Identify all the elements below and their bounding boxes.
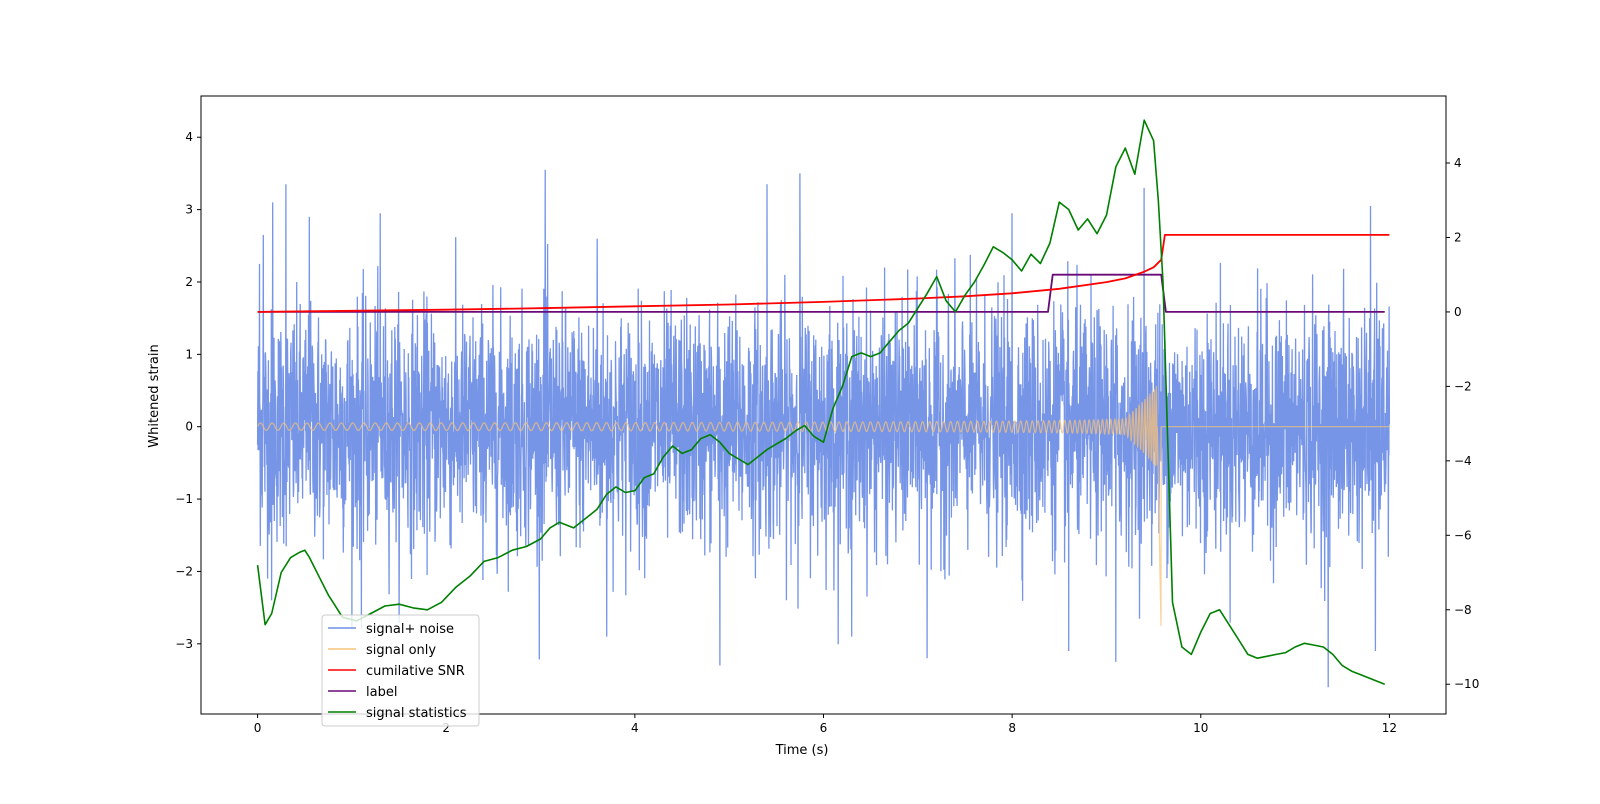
legend-box (321, 614, 480, 727)
y-tick-label: 0 (185, 420, 193, 434)
legend-entry: signal only (366, 643, 436, 658)
x-tick-label: 8 (1008, 721, 1016, 735)
series-signal-statistics-line (256, 119, 1385, 685)
y-tick-label: −3 (175, 637, 193, 651)
series-cumilative-snr-line (257, 234, 1390, 313)
y-right-tick-label: 4 (1454, 156, 1462, 170)
x-tick-label: 10 (1193, 721, 1208, 735)
x-tick-label: 2 (442, 721, 450, 735)
plot-area (256, 119, 1391, 688)
x-tick-label: 12 (1382, 721, 1397, 735)
legend: signal+ noise signal only cumilative SNR la… (321, 614, 480, 727)
y-tick-label: 1 (185, 347, 193, 361)
y-right-tick-label: −8 (1454, 603, 1472, 617)
legend-entry: label (366, 685, 397, 700)
x-tick-label: 0 (254, 721, 262, 735)
legend-entry: cumilative SNR (366, 664, 465, 679)
x-tick-label: 6 (820, 721, 828, 735)
y-right-tick-label: −4 (1454, 454, 1472, 468)
y-right-tick-label: 0 (1454, 305, 1462, 319)
y-tick-label: 3 (185, 203, 193, 217)
y-right-tick-label: −6 (1454, 528, 1472, 542)
x-tick-label: 4 (631, 721, 639, 735)
y-axis-label: Whitened strain (147, 344, 162, 447)
y-right-tick-label: −10 (1454, 677, 1479, 691)
y-tick-label: −1 (175, 492, 193, 506)
series-signal-only-line (257, 385, 1390, 627)
y-right-tick-label: 2 (1454, 230, 1462, 244)
legend-entry: signal statistics (366, 706, 467, 721)
y-right-tick-label: −2 (1454, 379, 1472, 393)
x-axis-label: Time (s) (775, 743, 829, 758)
y-tick-label: 2 (185, 275, 193, 289)
legend-entry: signal+ noise (366, 622, 454, 637)
y-tick-label: −2 (175, 564, 193, 578)
series-signal-noise-line (256, 169, 1391, 688)
y-tick-label: 4 (185, 130, 193, 144)
